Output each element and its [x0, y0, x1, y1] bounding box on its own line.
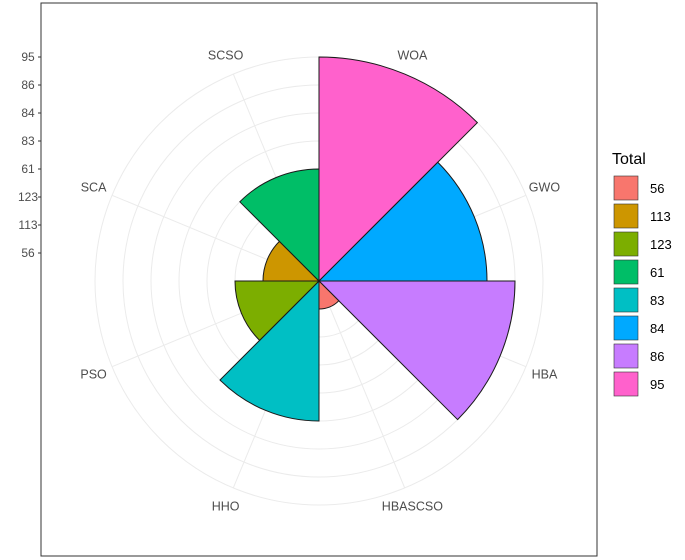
legend-key: [613, 371, 639, 397]
category-label-hbascso: HBASCSO: [382, 499, 443, 513]
legend-label: 56: [650, 181, 664, 196]
bar-scso: [239, 168, 320, 283]
bars: [219, 56, 516, 422]
radial-tick-label: 86: [21, 78, 35, 92]
legend-label: 113: [650, 209, 671, 224]
radial-ticks: 56 113 123 61 83 84 86 95: [18, 50, 41, 260]
legend-label: 95: [650, 377, 664, 392]
legend-label: 83: [650, 293, 664, 308]
category-label-hba: HBA: [532, 367, 558, 381]
category-label-hho: HHO: [212, 499, 240, 513]
legend-label: 123: [650, 237, 672, 252]
legend-key: [613, 259, 639, 285]
category-label-woa: WOA: [397, 49, 428, 63]
legend-key: [613, 203, 639, 229]
category-label-scso: SCSO: [208, 49, 244, 63]
radial-tick-label: 113: [18, 218, 37, 232]
radial-tick-label: 84: [21, 106, 35, 120]
radial-tick-label: 56: [21, 246, 35, 260]
bar-hho: [219, 279, 320, 422]
legend: Total 56 113 123 61 83 84 86 95: [612, 151, 672, 397]
category-label-gwo: GWO: [529, 181, 561, 195]
legend-key: [613, 343, 639, 369]
category-label-pso: PSO: [80, 367, 107, 381]
bar-hba: [317, 280, 516, 421]
bar-woa: [318, 56, 479, 283]
bar-pso: [234, 280, 321, 342]
legend-key: [613, 175, 639, 201]
legend-key: [613, 231, 639, 257]
legend-key: [613, 287, 639, 313]
category-label-sca: SCA: [81, 181, 107, 195]
radial-tick-label: 61: [21, 162, 35, 176]
legend-key: [613, 315, 639, 341]
legend-label: 84: [650, 321, 664, 336]
legend-label: 61: [650, 265, 664, 280]
radial-tick-label: 95: [21, 50, 35, 64]
category-labels: WOA GWO HBA HBASCSO HHO PSO SCA SCSO: [80, 49, 560, 514]
legend-title: Total: [612, 151, 646, 168]
bar-gwo: [317, 161, 488, 282]
radial-tick-label: 83: [21, 134, 35, 148]
radial-tick-label: 123: [18, 190, 38, 204]
legend-label: 86: [650, 349, 664, 364]
grid-spoke: [318, 280, 406, 489]
